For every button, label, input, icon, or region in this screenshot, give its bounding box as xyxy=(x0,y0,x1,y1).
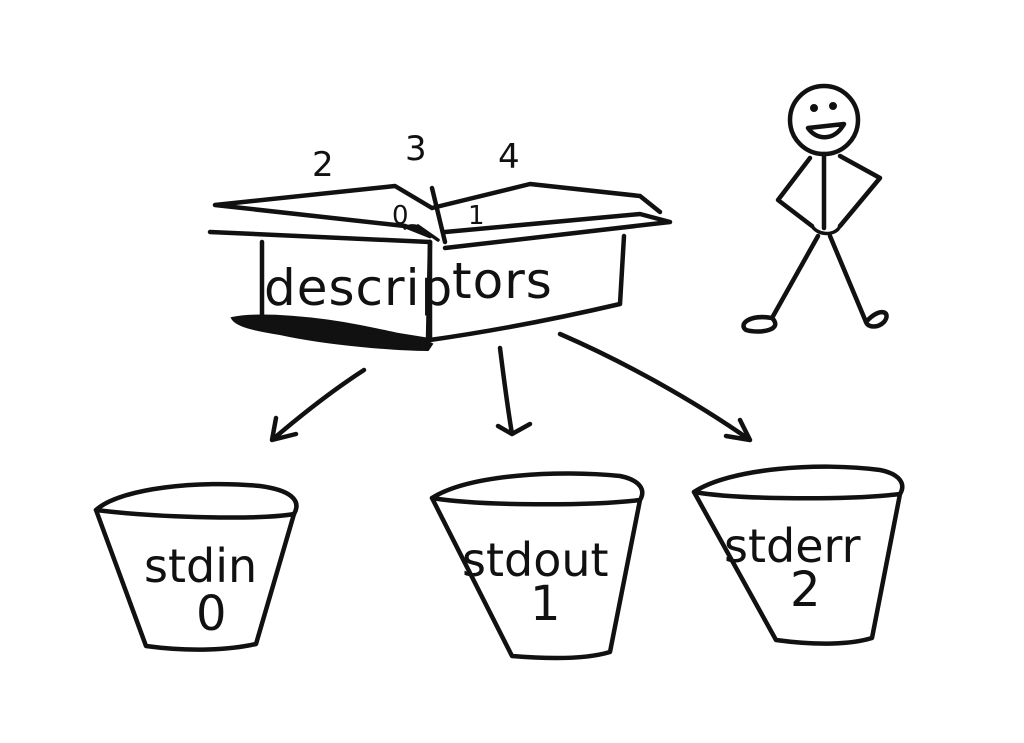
bucket-stderr-name: stderr xyxy=(724,519,861,573)
flap-number-1: 1 xyxy=(468,201,485,231)
bucket-stdout-name: stdout xyxy=(462,533,609,587)
figure-legs xyxy=(769,233,869,325)
arrow-to-stderr xyxy=(557,331,753,443)
figure-head xyxy=(787,83,861,157)
descriptors-box: 2 3 4 0 1 descrip tors xyxy=(207,129,673,352)
box-label-left: descrip xyxy=(264,259,453,317)
figure-smile xyxy=(805,121,847,140)
box-right-flap xyxy=(429,181,673,251)
bucket-stderr-rim xyxy=(691,464,905,501)
bucket-stderr-body xyxy=(691,489,903,646)
figure-feet xyxy=(741,310,889,334)
box-left-flap xyxy=(207,183,435,245)
stick-figure xyxy=(741,83,889,334)
bucket-stderr: stderr 2 xyxy=(691,464,905,646)
arrow-to-stdout xyxy=(495,345,533,437)
figure-arms xyxy=(775,153,883,229)
box-shadow xyxy=(230,314,434,352)
flap-number-0: 0 xyxy=(392,201,409,231)
box-label-right: tors xyxy=(452,252,553,310)
box-front-face xyxy=(259,239,433,343)
arrows xyxy=(269,331,753,443)
box-right-face xyxy=(427,233,627,343)
figure-hands xyxy=(810,224,842,236)
bucket-stdout-body xyxy=(429,495,643,661)
box-center-knot xyxy=(403,224,440,242)
bucket-stdin-name: stdin xyxy=(144,539,257,593)
figure-eye-left xyxy=(810,104,818,112)
bucket-stdin-rim xyxy=(93,481,299,520)
flap-number-3: 3 xyxy=(405,129,427,169)
flap-number-4: 4 xyxy=(498,137,520,177)
bucket-stdout-number: 1 xyxy=(530,576,561,632)
bucket-stderr-number: 2 xyxy=(790,562,821,618)
bucket-stdin-number: 0 xyxy=(196,586,227,642)
bucket-stdin: stdin 0 xyxy=(93,481,299,652)
figure-eye-right xyxy=(829,102,837,110)
flap-number-2: 2 xyxy=(312,145,334,185)
bucket-stdout-rim xyxy=(429,471,645,507)
bucket-stdout: stdout 1 xyxy=(429,471,645,661)
bucket-stdin-body xyxy=(93,507,297,652)
arrow-to-stdin xyxy=(269,367,367,443)
